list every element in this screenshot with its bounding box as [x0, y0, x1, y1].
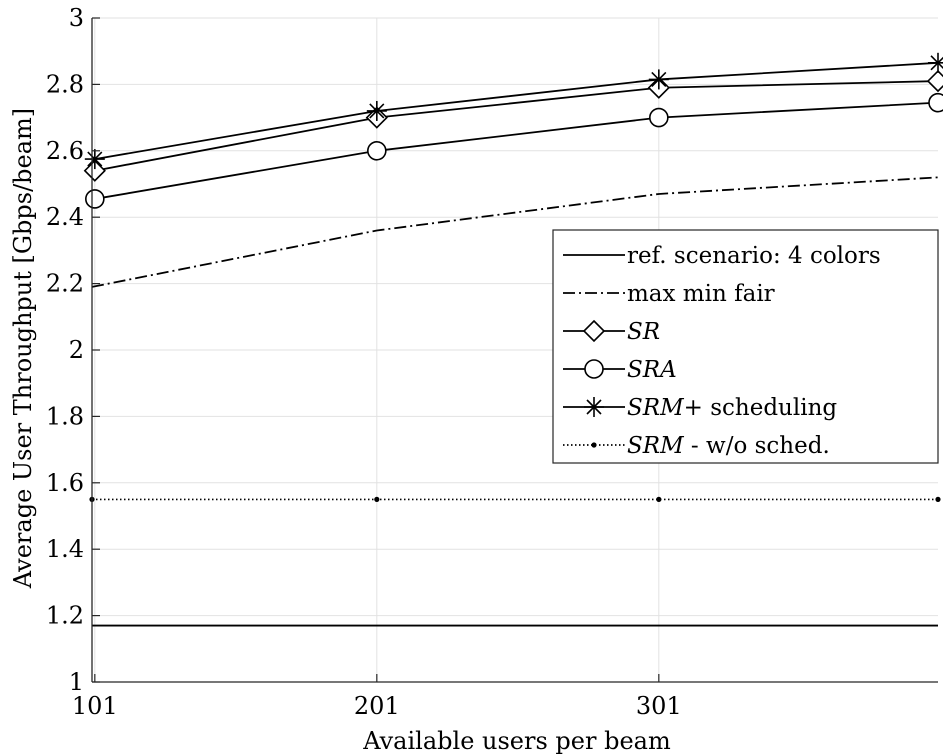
dot-marker: [656, 496, 662, 502]
marker-circle: [649, 107, 669, 128]
legend-label-suffix: + scheduling: [684, 395, 838, 421]
marker-dot: [656, 496, 662, 502]
y-tick-label: 2.6: [46, 137, 84, 165]
legend-label: ref. scenario: 4 colors: [627, 243, 881, 269]
legend: ref. scenario: 4 colors max min fair SR SRA…: [552, 229, 939, 464]
series-4: [84, 52, 943, 170]
circle-marker: [584, 359, 604, 379]
marker-diamond: [582, 319, 606, 343]
series-3: [85, 92, 943, 209]
marker-circle: [85, 189, 105, 209]
marker-asterisk: [84, 149, 105, 170]
y-tick-label: 1.2: [46, 602, 84, 630]
x-axis-label: Available users per beam: [362, 727, 671, 755]
series-1: [91, 176, 939, 288]
legend-box: [552, 229, 939, 464]
y-tick-label: 2.4: [46, 203, 84, 231]
circle-marker: [928, 92, 943, 113]
y-axis-label: Average User Throughput [Gbps/beam]: [9, 108, 37, 589]
dot-marker: [935, 496, 941, 502]
legend-label-main: SRA: [627, 357, 677, 383]
marker-circle: [584, 359, 604, 379]
y-tick-label: 2.8: [46, 70, 84, 98]
marker-circle: [928, 92, 943, 113]
legend-item-srm: SRM+ scheduling: [563, 395, 837, 421]
series-line: [94, 61, 939, 160]
series-line: [91, 176, 939, 288]
legend-label: SRM - w/o sched.: [627, 433, 830, 459]
x-tick-label: 201: [354, 692, 400, 720]
marker-asterisk: [584, 397, 604, 417]
tick-labels: 1 1.2 1.4 1.6 1.8 2 2.2 2.4 2.6 2.8 3 101 201 301: [46, 4, 682, 720]
legend-label-main: ref. scenario: 4 colors: [627, 243, 881, 269]
legend-label-main: SR: [627, 319, 660, 345]
legend-label-main: SRM: [627, 433, 685, 459]
y-tick-label: 2.2: [46, 270, 84, 298]
series-5: [89, 496, 941, 502]
legend-item-sra: SRA: [563, 357, 677, 383]
legend-item-sr: SR: [563, 319, 660, 345]
asterisk-stroke: [651, 71, 667, 87]
legend-item-mmf: max min fair: [563, 281, 775, 307]
legend-label: SR: [627, 319, 660, 345]
legend-label-suffix: - w/o sched.: [684, 433, 830, 459]
x-tick-label: 101: [72, 692, 118, 720]
marker-diamond: [83, 159, 106, 182]
marker-asterisk: [366, 100, 387, 121]
series-layer: [83, 52, 943, 627]
marker-dot: [935, 496, 941, 502]
y-tick-label: 3: [69, 4, 84, 32]
dot-marker: [591, 442, 597, 448]
marker-dot: [591, 442, 597, 448]
legend-label: SRA: [627, 357, 677, 383]
y-tick-label: 1.4: [46, 535, 84, 563]
axes: [91, 17, 938, 683]
asterisk-stroke: [369, 103, 385, 119]
series-line: [94, 80, 939, 172]
legend-label: max min fair: [627, 281, 775, 307]
asterisk-stroke: [87, 151, 103, 167]
marker-dot: [374, 496, 380, 502]
marker-asterisk: [648, 69, 669, 90]
diamond-marker: [582, 319, 606, 343]
asterisk-stroke: [586, 399, 602, 415]
y-tick-label: 1.6: [46, 469, 84, 497]
y-tick-label: 1: [69, 668, 84, 696]
circle-marker: [85, 189, 105, 209]
diamond-marker: [926, 69, 943, 93]
y-tick-label: 1.8: [46, 402, 84, 430]
circle-marker: [367, 141, 387, 161]
x-tick-label: 301: [636, 692, 682, 720]
y-tick-label: 2: [69, 336, 84, 364]
marker-asterisk: [928, 52, 943, 73]
series-2: [83, 69, 943, 182]
legend-item-ref: ref. scenario: 4 colors: [563, 243, 881, 269]
diamond-marker: [83, 159, 106, 182]
legend-item-srmw: SRM - w/o sched.: [563, 433, 830, 459]
legend-label-main: max min fair: [627, 281, 775, 307]
series-line: [94, 101, 939, 200]
marker-circle: [367, 141, 387, 161]
circle-marker: [649, 107, 669, 128]
legend-label-main: SRM: [627, 395, 685, 421]
legend-label: SRM+ scheduling: [627, 395, 837, 421]
marker-diamond: [926, 69, 943, 93]
dot-marker: [374, 496, 380, 502]
